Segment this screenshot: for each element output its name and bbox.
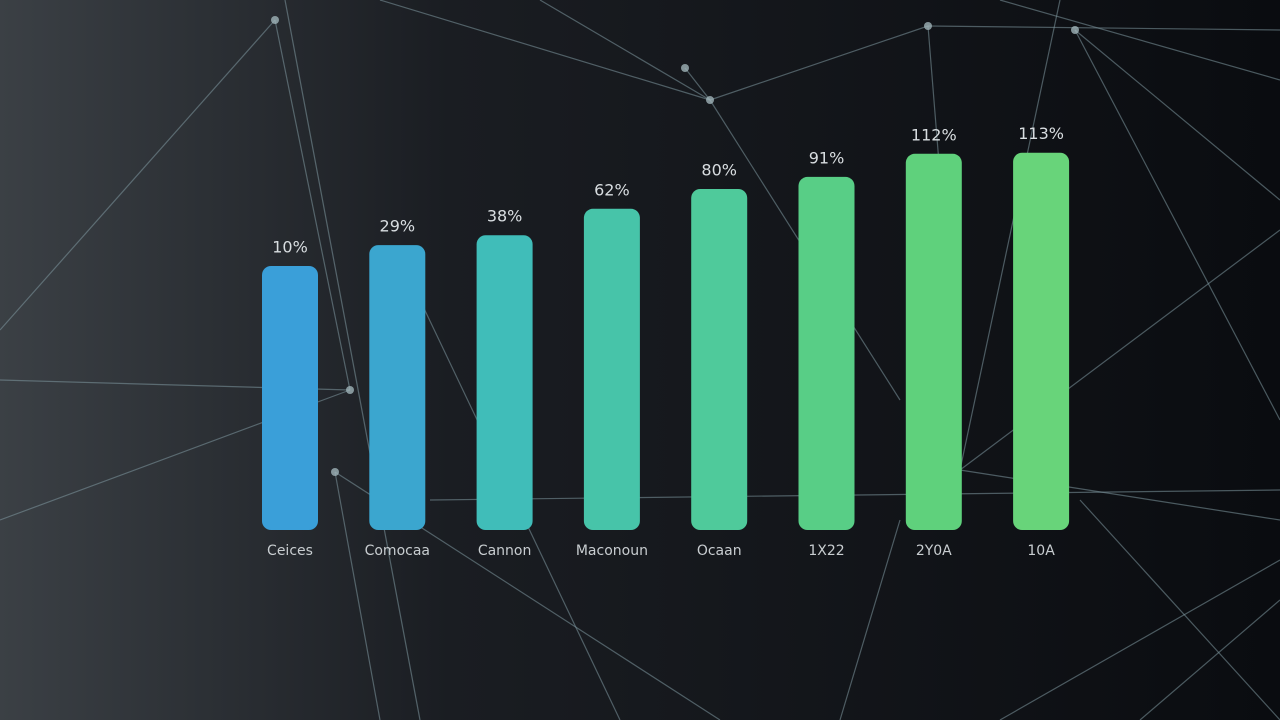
- value-label: 29%: [380, 217, 416, 236]
- bar: [262, 266, 318, 530]
- bar: [583, 208, 640, 531]
- bar: [369, 245, 426, 530]
- x-tick-label: 1X22: [808, 543, 844, 559]
- bar: [1013, 152, 1070, 530]
- value-label: 112%: [911, 125, 957, 144]
- x-tick-label: 2Y0A: [916, 543, 952, 559]
- x-tick-label: Ocaan: [697, 543, 742, 559]
- bar: [476, 235, 533, 530]
- value-label: 10%: [272, 238, 308, 257]
- value-label: 62%: [594, 180, 630, 199]
- value-label: 113%: [1018, 124, 1064, 143]
- value-label: 38%: [487, 207, 523, 226]
- value-label: 91%: [809, 148, 845, 167]
- x-tick-label: Ceices: [267, 543, 313, 559]
- x-tick-label: Comocaa: [365, 543, 430, 559]
- bar: [905, 153, 962, 531]
- x-tick-label: Maconoun: [576, 543, 648, 559]
- bar: [691, 189, 748, 530]
- x-tick-label: 10A: [1027, 543, 1055, 559]
- value-label: 80%: [701, 161, 737, 180]
- x-tick-label: Cannon: [478, 543, 532, 559]
- bar: [798, 176, 855, 530]
